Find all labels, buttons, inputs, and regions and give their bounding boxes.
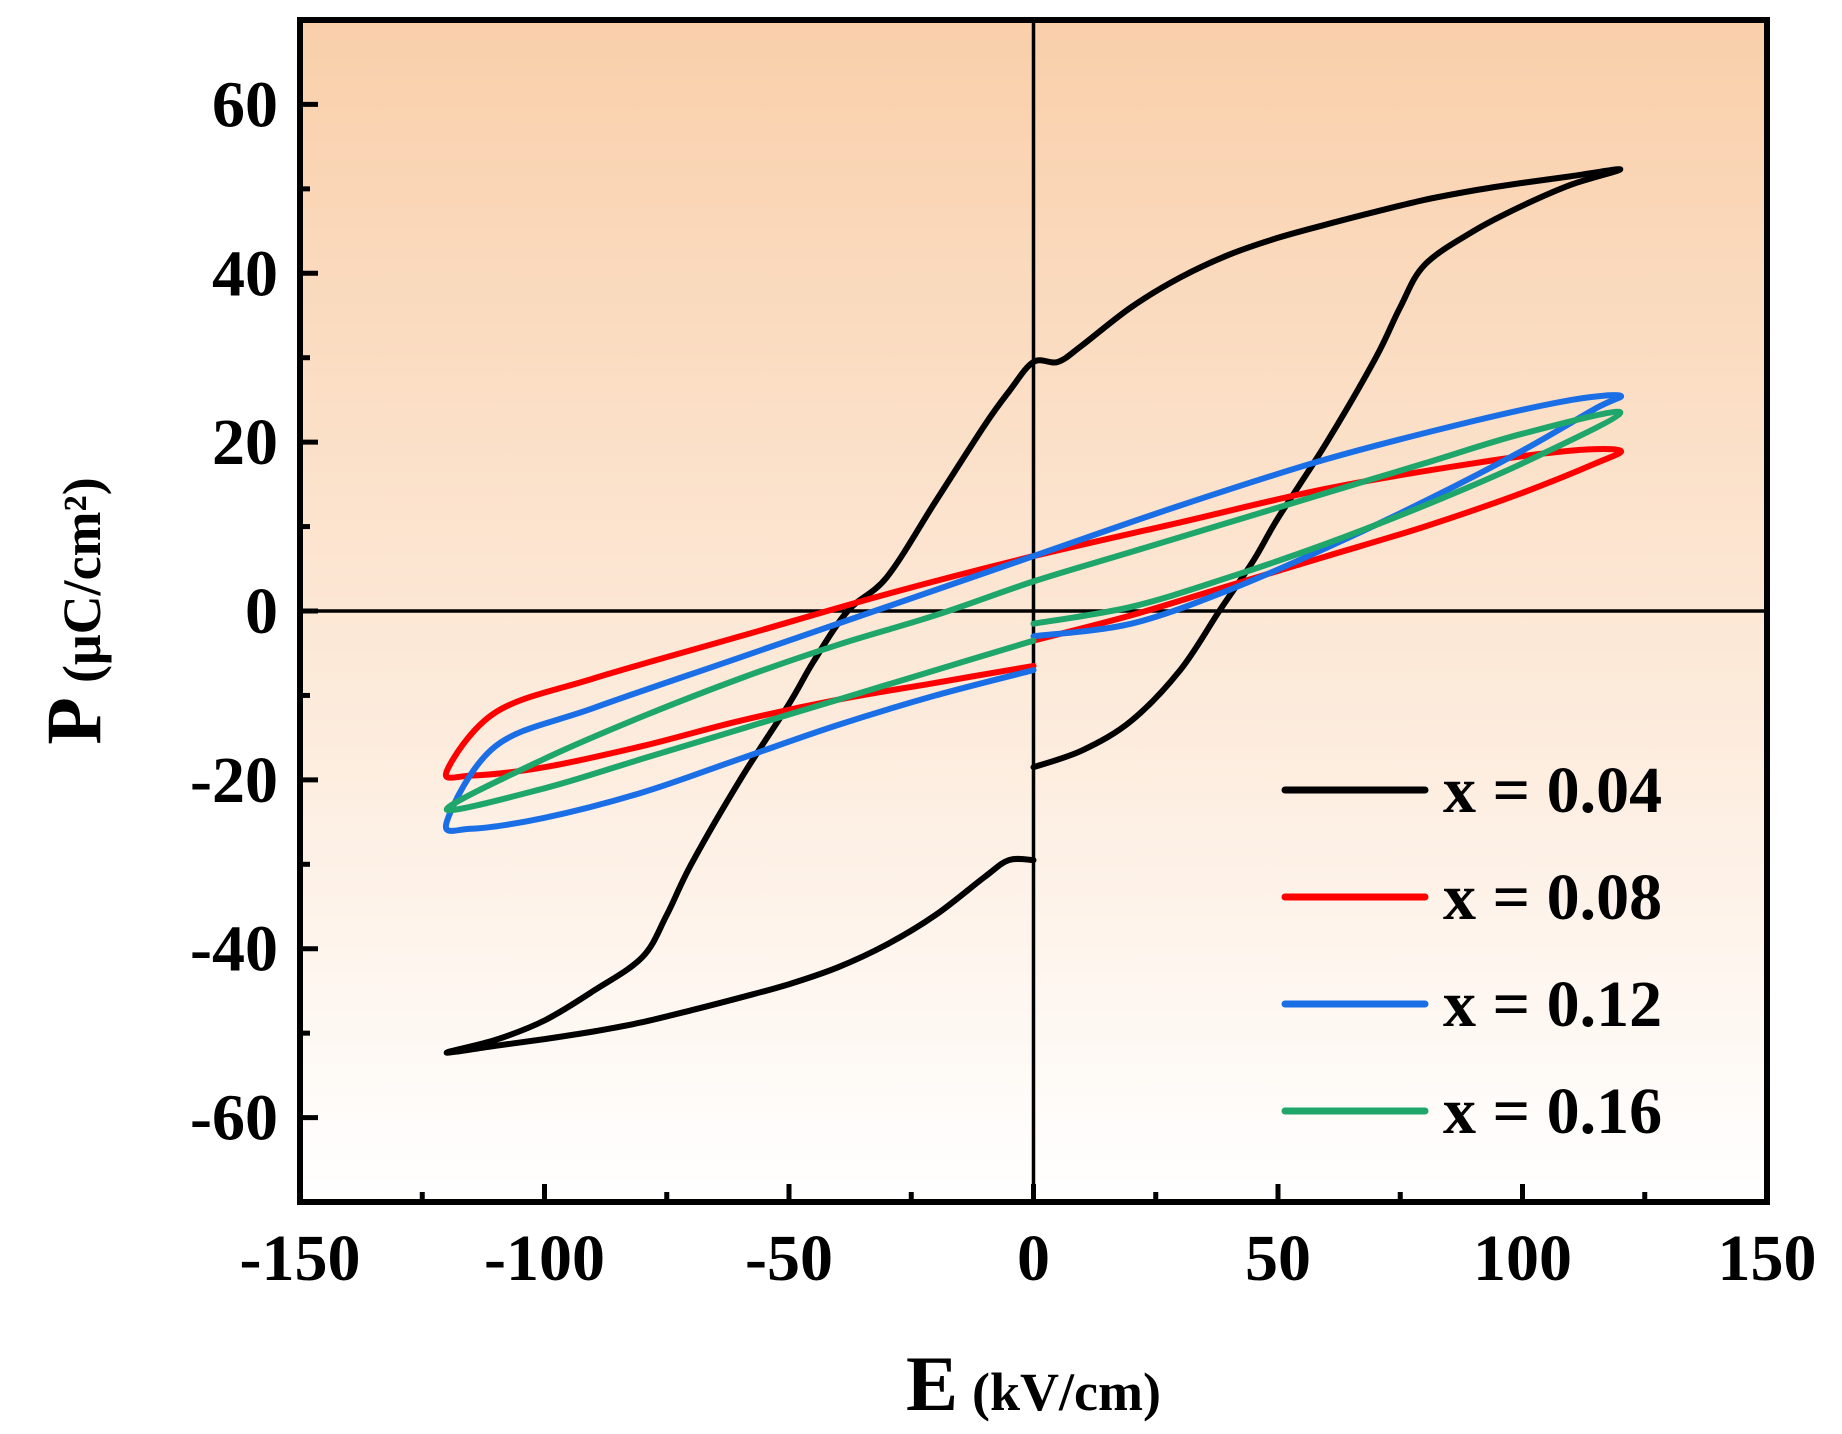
tick-labels: -150 -100 -50 0 50 100 150 -60 -40 -20 0 20 40 60 — [190, 68, 1816, 1295]
x-tick-label: -50 — [745, 1222, 833, 1295]
y-axis-title: P (μC/cm²) — [30, 477, 117, 744]
legend-label-2: x = 0.12 — [1443, 968, 1662, 1041]
y-tick-label: 60 — [212, 68, 278, 141]
y-axis-unit: (μC/cm²) — [52, 477, 112, 683]
x-axis-unit: (kV/cm) — [972, 1362, 1161, 1422]
y-tick-label: -20 — [190, 744, 278, 817]
legend: x = 0.04 x = 0.08 x = 0.12 x = 0.16 — [1281, 754, 1662, 1148]
series-line-2 — [442, 392, 1625, 834]
zero-lines — [300, 20, 1767, 1202]
x-tick-label: -100 — [484, 1222, 605, 1295]
y-tick-label: -60 — [190, 1082, 278, 1155]
y-tick-label: 20 — [212, 406, 278, 479]
x-tick-label: -150 — [240, 1222, 361, 1295]
legend-label-0: x = 0.04 — [1443, 754, 1662, 827]
y-tick-label: 40 — [212, 237, 278, 310]
series-layer — [442, 166, 1625, 1056]
legend-label-1: x = 0.08 — [1443, 861, 1662, 934]
x-tick-label: 150 — [1718, 1222, 1817, 1295]
x-tick-label: 100 — [1473, 1222, 1572, 1295]
series-line-3 — [443, 408, 1624, 814]
series-line-0 — [443, 166, 1624, 1056]
axis-ticks — [297, 17, 1770, 1205]
legend-label-3: x = 0.16 — [1443, 1075, 1662, 1148]
y-axis-label: P — [30, 697, 117, 745]
x-axis-title: E (kV/cm) — [906, 1340, 1161, 1427]
y-tick-label: 0 — [245, 575, 278, 648]
x-tick-label: 50 — [1245, 1222, 1311, 1295]
y-tick-label: -40 — [190, 913, 278, 986]
x-axis-label: E — [906, 1340, 958, 1427]
x-tick-label: 0 — [1017, 1222, 1050, 1295]
